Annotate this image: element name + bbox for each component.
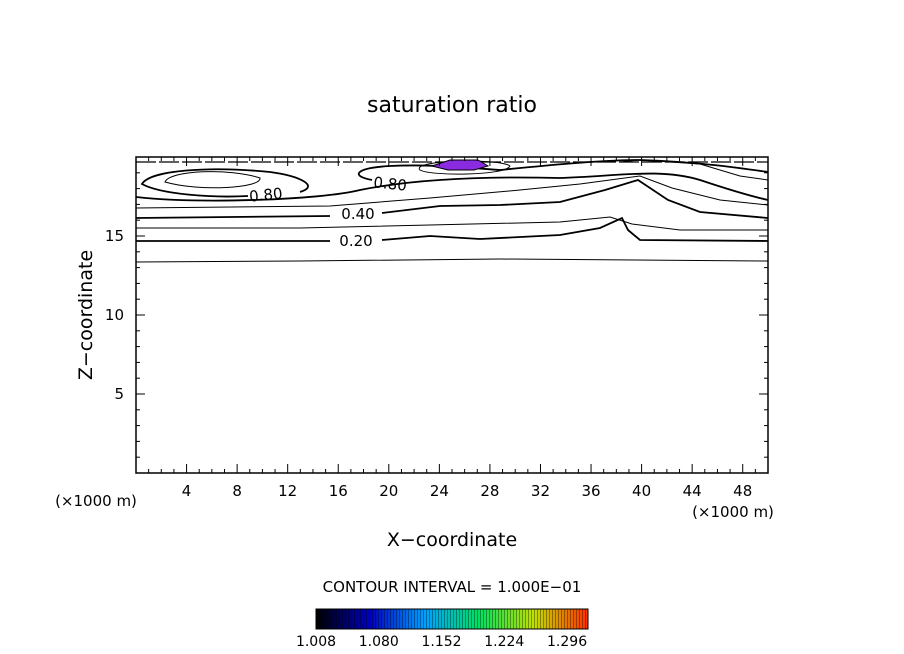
supersaturated-region (430, 159, 490, 171)
colorbar-tick-label: 1.152 (421, 634, 461, 650)
colorbar (315, 608, 589, 630)
contour-label: 0.40 (341, 205, 374, 223)
x-tick-label: 44 (683, 482, 702, 500)
colorbar-stripes (316, 609, 588, 629)
x-tick-label: 40 (632, 482, 651, 500)
x-tick-label: 24 (430, 482, 449, 500)
x-tick-label: 16 (329, 482, 348, 500)
y-tick-label: 5 (114, 385, 124, 403)
x-axis-label: X−coordinate (387, 529, 517, 551)
contour-line-0.20 (136, 216, 769, 242)
contour-label: 0.80 (373, 173, 408, 194)
y-axis-label: Z−coordinate (75, 250, 97, 380)
x-unit-label-right: (×1000 m) (692, 503, 774, 521)
y-tick-label: 15 (105, 227, 124, 245)
contour-interval-label: CONTOUR INTERVAL = 1.000E−01 (323, 578, 582, 596)
contour-labels: 0.20 0.40 0.80 0.80 (248, 173, 407, 250)
x-tick-label: 8 (232, 482, 242, 500)
contour-line (135, 258, 769, 263)
x-axis-ticks: 4 8 12 16 20 24 28 32 36 40 44 48 (148, 157, 756, 500)
contour-line (135, 175, 769, 209)
contour-label: 0.20 (339, 232, 372, 250)
x-tick-label: 32 (531, 482, 550, 500)
contour-line-0.40 (135, 179, 769, 219)
x-tick-label: 48 (733, 482, 752, 500)
x-tick-label: 20 (379, 482, 398, 500)
contour-lines (135, 159, 769, 263)
plot-area: 0.20 0.40 0.80 0.80 4 8 12 16 20 24 28 32 36 40 44… (105, 156, 769, 500)
colorbar-tick-label: 1.008 (296, 634, 336, 650)
x-tick-label: 36 (581, 482, 600, 500)
contour-line (619, 159, 769, 181)
contour-label: 0.80 (248, 184, 283, 205)
colorbar-tick-label: 1.224 (484, 634, 524, 650)
colorbar-tick-label: 1.296 (547, 634, 587, 650)
y-tick-label: 10 (105, 306, 124, 324)
contour-line (136, 216, 768, 231)
x-tick-label: 28 (480, 482, 499, 500)
x-tick-label: 4 (182, 482, 192, 500)
y-axis-ticks: 5 10 15 (105, 172, 768, 458)
contour-line (419, 160, 511, 175)
plot-frame (135, 156, 769, 474)
x-tick-label: 12 (278, 482, 297, 500)
contour-line (135, 172, 769, 202)
colorbar-tick-label: 1.080 (359, 634, 399, 650)
chart-title: saturation ratio (367, 93, 537, 118)
x-unit-label-left: (×1000 m) (55, 492, 137, 510)
contour-line (164, 171, 261, 189)
colorbar-tick-labels: 1.008 1.080 1.152 1.224 1.296 (296, 634, 587, 650)
